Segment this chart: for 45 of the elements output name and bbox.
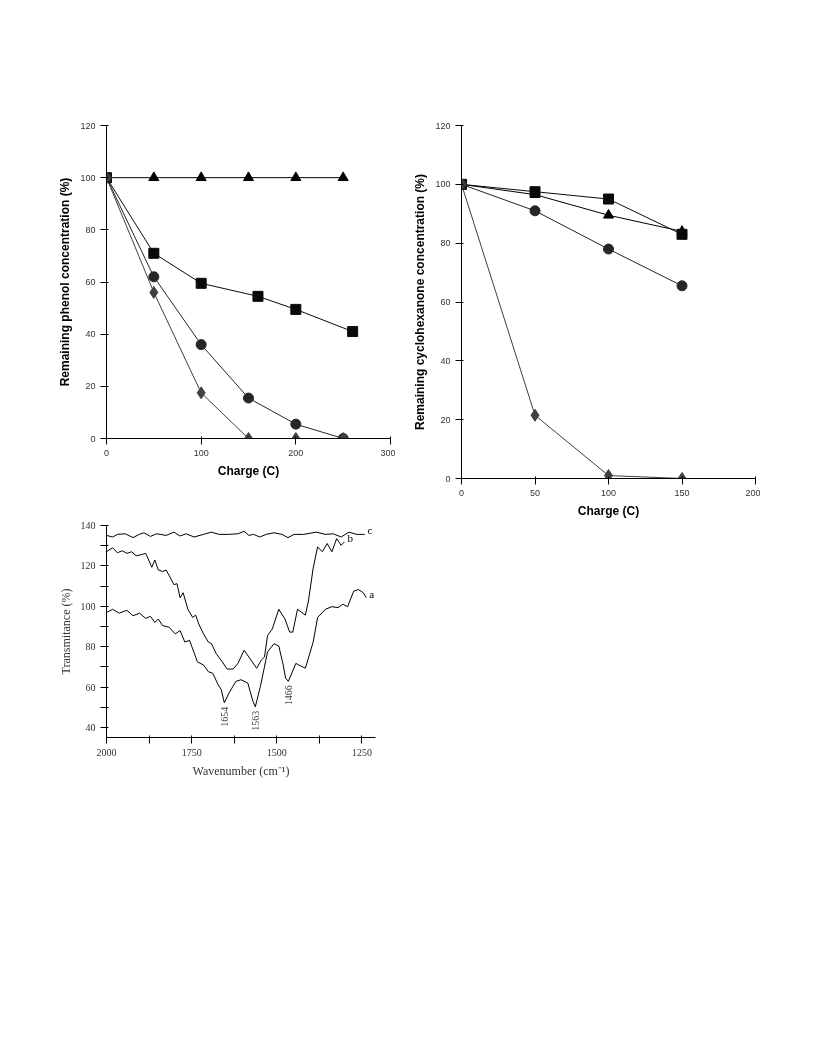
x-tick-label: 100 [193,447,209,458]
y-axis-title: Remaining cyclohexanone concentration (%) [413,173,428,431]
y-tick-label: 60 [85,277,96,287]
x-tick-label: 2000 [96,746,117,758]
x-axis-title: Charge (C) [217,463,280,478]
y-tick-label: 20 [85,381,96,392]
y-tick-label: 20 [440,414,451,425]
y-tick-label: 80 [440,238,451,249]
x-axis-title: Charge (C) [577,503,640,518]
y-tick-label: 120 [80,120,96,131]
y-tick-label: 40 [85,721,96,733]
series-label: c [367,524,373,537]
y-axis-title: Remaining phenol concentration (%) [58,177,73,387]
y-tick-label: 100 [435,179,451,190]
y-tick-label: 40 [85,329,96,340]
y-tick-label: 80 [85,641,96,653]
y-tick-label: 120 [80,560,96,572]
annotation: 1466 [282,685,294,706]
y-tick-label: 100 [80,600,96,612]
series-label: b [347,531,354,544]
y-tick-label: 100 [80,172,96,183]
y-tick-label: 0 [90,433,96,444]
annotation: 1654 [218,706,230,727]
x-axis-title: Wavenumber (cm⁻¹) [192,763,290,778]
annotation: 1563 [249,710,261,731]
y-tick-label: 120 [435,120,451,131]
y-tick-label: 40 [440,355,451,366]
series-label: a [369,587,375,600]
x-tick-label: 0 [459,487,465,498]
y-tick-label: 60 [440,297,451,307]
x-tick-label: 0 [104,447,110,458]
y-tick-label: 80 [85,224,96,235]
x-tick-label: 1250 [351,746,372,758]
x-tick-label: 150 [674,487,690,498]
y-tick-label: 60 [85,681,96,693]
y-axis-title: Transmitance (%) [58,588,73,675]
y-tick-label: 140 [80,520,96,531]
x-tick-label: 1750 [181,746,202,758]
x-tick-label: 300 [380,447,396,458]
x-tick-label: 100 [600,487,617,498]
x-tick-label: 200 [288,447,304,458]
x-tick-label: 1500 [266,746,287,758]
x-tick-label: 200 [745,487,761,498]
x-tick-label: 50 [529,487,541,498]
y-tick-label: 0 [445,473,451,484]
